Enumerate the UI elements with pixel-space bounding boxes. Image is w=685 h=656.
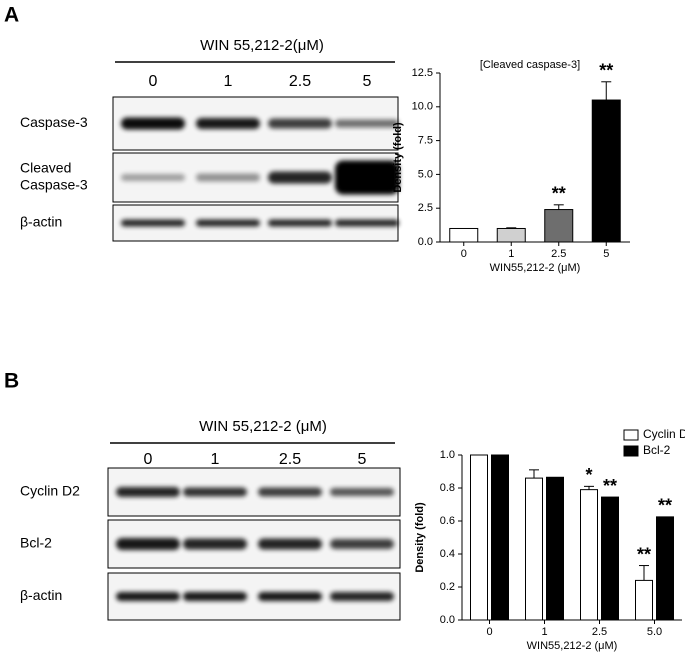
- panel-label: B: [4, 370, 19, 393]
- y-tick-label: 0.0: [418, 236, 433, 248]
- blot-band: [121, 219, 185, 227]
- y-tick-label: 0.6: [440, 515, 455, 527]
- row-label: β-actin: [20, 587, 62, 603]
- y-axis-label: Density (fold): [392, 122, 404, 193]
- blot-band: [196, 219, 260, 227]
- y-tick-label: 2.5: [418, 202, 433, 214]
- blot-band: [330, 488, 394, 496]
- bar: [449, 227, 479, 243]
- blot-band: [335, 119, 399, 128]
- significance: **: [552, 184, 566, 204]
- bar: [525, 477, 543, 621]
- lane-label: 0: [149, 73, 158, 90]
- error-bar: [584, 485, 594, 490]
- bar: [546, 476, 564, 621]
- lane-label: 1: [224, 73, 233, 90]
- x-tick-label: 5: [603, 248, 609, 260]
- error-bar: [601, 81, 612, 101]
- row-label: Caspase-3: [20, 114, 88, 130]
- y-tick-label: 0.0: [440, 614, 455, 626]
- treatment-label: WIN 55,212-2 (μM): [199, 418, 327, 435]
- row-label: Cleaved: [20, 160, 71, 176]
- error-bar: [553, 204, 564, 210]
- lane-label: 5: [358, 451, 367, 468]
- panel-label: A: [4, 4, 19, 27]
- treatment-label: WIN 55,212-2(μM): [200, 37, 324, 54]
- blot-band: [116, 538, 180, 550]
- blot-band: [116, 487, 180, 497]
- y-tick-label: 7.5: [418, 135, 433, 147]
- lane-label: 5: [363, 73, 372, 90]
- y-tick-label: 0.8: [440, 482, 455, 494]
- blot-band: [330, 539, 394, 549]
- row-label: β-actin: [20, 214, 62, 230]
- significance: *: [585, 465, 592, 485]
- row-label: Cyclin D2: [20, 483, 80, 499]
- bar: [601, 496, 619, 621]
- significance: **: [599, 61, 613, 81]
- blot-band: [196, 118, 260, 129]
- x-tick-label: 0: [486, 626, 492, 638]
- blot-band: [268, 171, 332, 184]
- row-label: Bcl-2: [20, 535, 52, 551]
- y-tick-label: 0.4: [440, 548, 455, 560]
- x-axis-label: WIN55,212-2 (μM): [490, 262, 581, 274]
- blot-band: [121, 117, 185, 130]
- blot-band: [258, 538, 322, 550]
- error-bar: [529, 469, 539, 479]
- y-tick-label: 0.2: [440, 581, 455, 593]
- blot-band: [196, 173, 260, 182]
- lane-label: 0: [144, 451, 153, 468]
- blot-band: [330, 592, 394, 601]
- x-axis-label: WIN55,212-2 (μM): [527, 640, 618, 652]
- bar: [470, 454, 488, 621]
- blot-band: [183, 487, 247, 497]
- lane-label: 2.5: [279, 451, 301, 468]
- x-tick-label: 0: [461, 248, 467, 260]
- x-tick-label: 5.0: [647, 626, 662, 638]
- y-tick-label: 12.5: [412, 67, 433, 79]
- error-bar: [506, 227, 517, 229]
- blot-band: [258, 592, 322, 601]
- lane-label: 1: [211, 451, 220, 468]
- significance: **: [603, 476, 617, 496]
- bar: [491, 454, 509, 621]
- blot-band: [268, 118, 332, 129]
- x-tick-label: 2.5: [592, 626, 607, 638]
- blot-band: [121, 174, 185, 181]
- blot-band: [183, 538, 247, 550]
- y-tick-label: 10.0: [412, 101, 433, 113]
- bar: [496, 227, 526, 243]
- error-bar: [639, 565, 649, 581]
- significance: **: [658, 496, 672, 516]
- blot-band: [335, 160, 399, 195]
- y-tick-label: 1.0: [440, 449, 455, 461]
- blot-band: [116, 592, 180, 601]
- x-tick-label: 1: [541, 626, 547, 638]
- bar: [656, 516, 674, 621]
- legend-label: Bcl-2: [643, 443, 671, 457]
- x-tick-label: 1: [508, 248, 514, 260]
- y-axis-label: Density (fold): [414, 502, 426, 573]
- row-label: Caspase-3: [20, 177, 88, 193]
- blot-band: [183, 592, 247, 601]
- blot-band: [335, 219, 399, 227]
- legend-swatch: [623, 429, 639, 441]
- blot-band: [268, 219, 332, 227]
- significance: **: [637, 544, 651, 564]
- legend-swatch: [623, 445, 639, 457]
- bar: [544, 209, 574, 243]
- legend-label: Cyclin D2: [643, 427, 685, 441]
- y-tick-label: 5.0: [418, 168, 433, 180]
- bar: [635, 579, 653, 621]
- lane-label: 2.5: [289, 73, 311, 90]
- bar: [591, 99, 621, 243]
- chart-title: [Cleaved caspase-3]: [480, 59, 580, 71]
- bar: [580, 489, 598, 621]
- blot-band: [258, 487, 322, 497]
- x-tick-label: 2.5: [551, 248, 566, 260]
